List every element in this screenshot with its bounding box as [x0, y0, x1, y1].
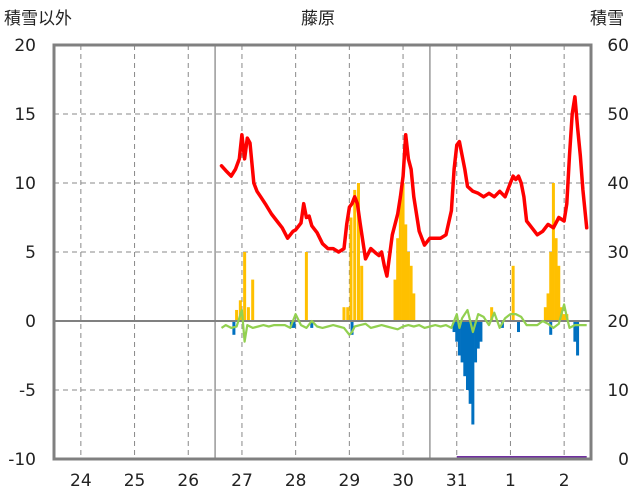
negative-bar — [549, 321, 553, 335]
snowfall-bars — [235, 183, 569, 321]
ylabel-left: 積雪以外 — [4, 9, 72, 29]
y-tick-right: 60 — [607, 36, 629, 56]
x-ticks: 24 25 26 27 28 29 30 31 1 2 — [70, 471, 570, 491]
grid — [54, 45, 591, 459]
snowfall-bar — [406, 252, 410, 321]
temperature-line — [220, 303, 587, 343]
negative-bar — [474, 321, 478, 363]
x-tick-label: 27 — [231, 471, 253, 491]
y-tick-left: -10 — [8, 450, 36, 470]
y-tick-left: 15 — [14, 105, 36, 125]
negative-bar — [471, 321, 475, 425]
y-tick-left: -5 — [19, 381, 36, 401]
y-tick-right: 0 — [618, 450, 629, 470]
negative-bar — [479, 321, 483, 342]
snowfall-bar — [353, 189, 357, 321]
snowfall-bar — [243, 252, 247, 321]
snowfall-bar — [235, 309, 239, 321]
snowfall-bar — [396, 238, 400, 321]
plot-frame — [52, 43, 593, 461]
y-tick-right: 40 — [607, 174, 629, 194]
snowfall-bar — [251, 279, 255, 321]
snowfall-bar — [546, 293, 550, 321]
negative-bars — [232, 321, 580, 425]
snow-depth-line — [219, 95, 589, 278]
y-tick-right: 50 — [607, 105, 629, 125]
snowfall-bar — [549, 252, 553, 321]
negative-bar — [457, 321, 461, 356]
chart-title: 藤原 — [301, 9, 335, 29]
temperature-series-line — [220, 303, 587, 343]
snowfall-bar — [404, 224, 408, 321]
negative-bar — [350, 321, 354, 335]
negative-bar — [476, 321, 480, 349]
negative-bar — [452, 321, 456, 333]
negative-bar — [310, 321, 314, 328]
negative-bar — [463, 321, 467, 377]
y-tick-right: 10 — [607, 381, 629, 401]
snowfall-bar — [551, 183, 555, 321]
snowfall-bar — [346, 307, 350, 321]
snowfall-bar — [412, 293, 416, 321]
snowfall-bar — [409, 265, 413, 321]
negative-bar — [465, 321, 469, 390]
snowfall-bar — [398, 196, 402, 321]
x-tick-label: 26 — [177, 471, 199, 491]
snowfall-bar — [356, 183, 360, 321]
snowfall-bar — [393, 279, 397, 321]
x-tick-label: 25 — [124, 471, 146, 491]
snowfall-bar — [360, 265, 364, 321]
negative-bar — [460, 321, 464, 363]
frame-rect — [52, 43, 593, 461]
y-tick-left: 10 — [14, 174, 36, 194]
y-tick-left: 20 — [14, 36, 36, 56]
snow-depth-series-line — [219, 95, 589, 278]
snowfall-bar — [562, 314, 566, 321]
snowfall-bar — [342, 307, 346, 321]
negative-bar — [573, 321, 577, 342]
snowfall-bar — [304, 252, 308, 321]
negative-bar — [517, 321, 521, 333]
x-tick-label: 28 — [285, 471, 307, 491]
negative-bar — [292, 321, 296, 328]
snowfall-bar — [401, 183, 405, 321]
y-tick-left: 5 — [25, 243, 36, 263]
negative-bar — [468, 321, 472, 404]
x-tick-label: 29 — [339, 471, 361, 491]
ylabel-right: 積雪 — [590, 9, 624, 29]
snowfall-bar — [557, 265, 561, 321]
snowfall-bar — [490, 307, 494, 321]
y-tick-left: 0 — [25, 312, 36, 332]
negative-bar — [576, 321, 580, 356]
y-ticks-right: 60 50 40 30 20 10 0 — [607, 36, 629, 470]
x-tick-label: 31 — [446, 471, 468, 491]
x-tick-label: 30 — [392, 471, 414, 491]
snowfall-bar — [511, 265, 515, 321]
x-tick-label: 1 — [505, 471, 516, 491]
snowfall-bar — [543, 307, 547, 321]
y-tick-right: 20 — [607, 312, 629, 332]
snowfall-bar — [238, 300, 242, 321]
y-ticks-left: 20 15 10 5 0 -5 -10 — [8, 36, 36, 470]
x-tick-label: 24 — [70, 471, 92, 491]
snowfall-bar — [554, 238, 558, 321]
snowfall-bar — [349, 217, 353, 321]
negative-bar — [455, 321, 459, 342]
y-tick-right: 30 — [607, 243, 629, 263]
snowfall-bar — [246, 307, 250, 321]
x-tick-label: 2 — [559, 471, 570, 491]
